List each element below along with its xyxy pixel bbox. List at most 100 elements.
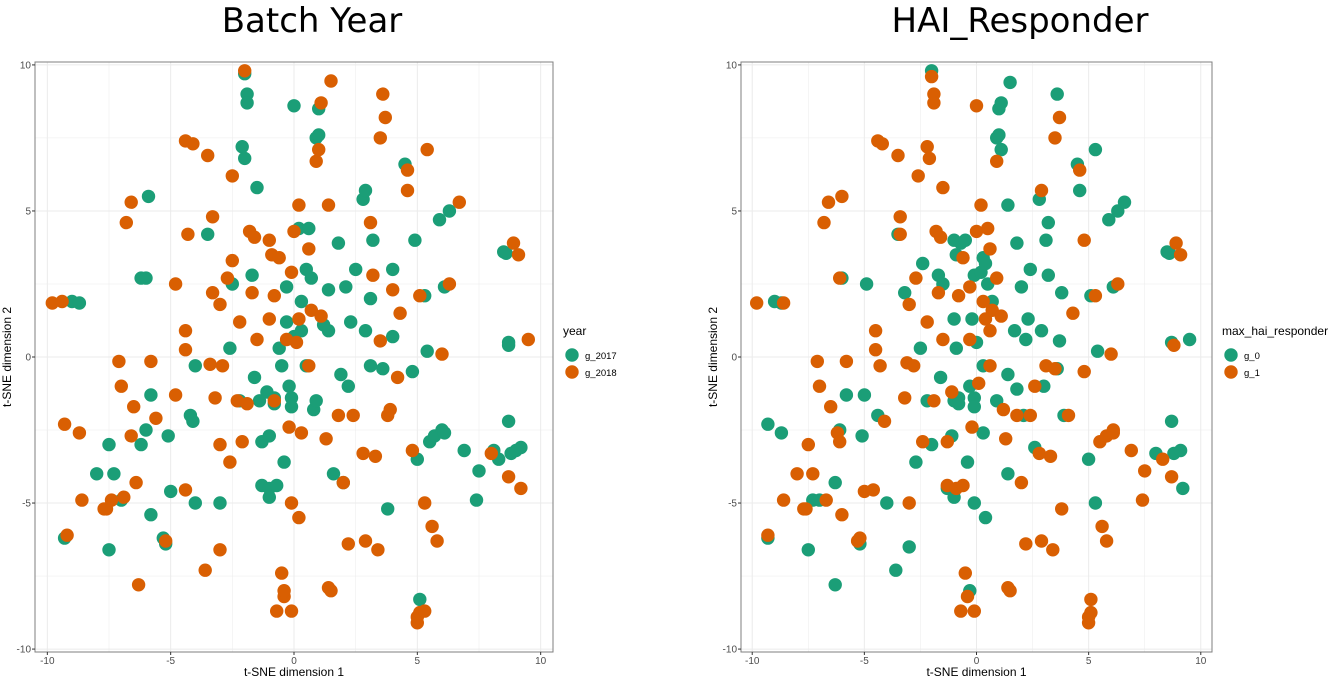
x-tick-label: -5 [860, 656, 869, 667]
scatter-point [1081, 452, 1096, 466]
scatter-point [1111, 277, 1125, 291]
scatter-point [947, 312, 961, 326]
scatter-point [205, 286, 220, 300]
scatter-point [969, 224, 984, 239]
scatter-point [102, 437, 116, 452]
scatter-point [958, 233, 972, 247]
scatter-point [801, 543, 815, 557]
scatter-point [750, 296, 764, 310]
scatter-point [376, 87, 390, 101]
scatter-point [245, 286, 259, 300]
scatter-point [1043, 449, 1058, 463]
scatter-point [235, 435, 249, 449]
scatter-point [1001, 198, 1015, 212]
scatter-point [405, 364, 420, 379]
legend-title: year [563, 324, 586, 338]
legend-label: g_2018 [585, 368, 617, 379]
scatter-point [469, 493, 484, 507]
scatter-point [499, 246, 513, 260]
scatter-point [1102, 213, 1116, 227]
scatter-point [978, 256, 993, 271]
scatter-point [334, 367, 348, 382]
scatter-point [965, 420, 979, 434]
scatter-point [262, 233, 276, 247]
scatter-point [294, 294, 309, 309]
scatter-point [205, 210, 220, 224]
scatter-point [393, 306, 407, 320]
scatter-point [272, 251, 286, 265]
scatter-point [284, 400, 299, 414]
scatter-point [289, 335, 304, 350]
legend-title: max_hai_responder [1222, 324, 1328, 338]
scatter-point [437, 426, 452, 440]
scatter-point [127, 400, 141, 414]
scatter-point [902, 540, 916, 554]
scatter-point [1052, 334, 1067, 348]
scatter-point [250, 180, 264, 195]
scatter-point [889, 563, 903, 577]
scatter-point [1010, 382, 1024, 396]
scatter-point [144, 388, 158, 402]
scatter-point [238, 151, 252, 166]
scatter-point [233, 315, 247, 329]
scatter-point [960, 455, 975, 469]
scatter-point [922, 151, 937, 166]
scatter-point [168, 277, 183, 291]
scatter-point [405, 443, 420, 458]
scatter-point [1050, 87, 1064, 101]
scatter-point [1014, 475, 1029, 490]
scatter-point [1034, 324, 1049, 338]
scatter-point [457, 443, 471, 458]
scatter-point [833, 271, 847, 285]
scatter-point [363, 291, 378, 306]
y-tick-label: -10 [723, 645, 738, 656]
scatter-point [790, 467, 804, 481]
scatter-point [963, 280, 977, 294]
scatter-point [119, 215, 133, 230]
scatter-point [868, 343, 883, 357]
scatter-point [314, 309, 328, 323]
scatter-point [472, 464, 486, 478]
scatter-point [877, 414, 892, 428]
scatter-point [945, 385, 959, 399]
scatter-point [442, 204, 457, 218]
scatter-point [1003, 584, 1017, 598]
scatter-point [358, 534, 373, 548]
scatter-point [1048, 131, 1062, 145]
scatter-point [186, 414, 200, 428]
scatter-point [381, 502, 395, 516]
scatter-point [501, 414, 516, 428]
scatter-point [60, 528, 74, 542]
scatter-point [363, 215, 378, 230]
scatter-point [501, 338, 516, 352]
scatter-point [1090, 344, 1105, 358]
scatter-point [114, 379, 128, 393]
scatter-point [1034, 534, 1049, 548]
scatter-point [247, 370, 262, 385]
scatter-point [1182, 332, 1197, 347]
scatter-point [1001, 467, 1015, 481]
scatter-point [279, 315, 294, 329]
scatter-point [213, 297, 227, 312]
scatter-point [430, 534, 444, 548]
scatter-point [951, 397, 966, 411]
scatter-point [57, 417, 72, 431]
x-axis-label: t-SNE dimension 1 [244, 665, 344, 679]
scatter-point [954, 604, 968, 618]
scatter-point [312, 142, 326, 157]
scatter-point [435, 347, 449, 361]
scatter-point [893, 227, 907, 241]
scatter-point [141, 189, 156, 204]
scatter-point [880, 496, 894, 510]
scatter-point [418, 496, 432, 510]
scatter-point [235, 140, 249, 154]
scatter-point [302, 242, 316, 256]
y-tick-label: 10 [726, 60, 738, 71]
scatter-point [144, 508, 158, 522]
scatter-point [949, 341, 963, 355]
scatter-point [958, 566, 972, 580]
scatter-point [1088, 289, 1103, 303]
scatter-point [1164, 414, 1179, 428]
scatter-point [1007, 324, 1022, 338]
